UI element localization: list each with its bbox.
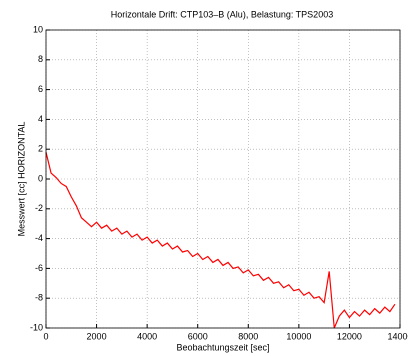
- y-tick-label: -10: [30, 322, 43, 332]
- y-tick-label: 6: [38, 84, 43, 94]
- y-tick-label: 2: [38, 144, 43, 154]
- y-tick-label: 0: [38, 173, 43, 183]
- x-tick-label: 6000: [188, 331, 208, 341]
- y-tick-label: 8: [38, 54, 43, 64]
- y-tick-label: 4: [38, 114, 43, 124]
- chart-title: Horizontale Drift: CTP103–B (Alu), Belas…: [111, 9, 333, 19]
- x-tick-label: 4000: [137, 331, 157, 341]
- x-tick-label: 14000: [387, 331, 408, 341]
- axes-box: [45, 29, 401, 329]
- x-tick-label: 8000: [238, 331, 258, 341]
- x-tick-label: 12000: [337, 331, 362, 341]
- y-tick-label: -4: [35, 233, 43, 243]
- x-tick-label: 2000: [87, 331, 107, 341]
- y-tick-label: 10: [33, 24, 43, 34]
- y-tick-label: -6: [35, 263, 43, 273]
- x-tick-label: 10000: [286, 331, 311, 341]
- data-line: [45, 152, 396, 329]
- y-tick-label: -8: [35, 293, 43, 303]
- y-axis-label: Messwert [cc] HORIZONTAL: [16, 122, 26, 237]
- x-axis-label: Beobachtungszeit [sec]: [176, 342, 269, 352]
- x-tick-label: 0: [43, 331, 48, 341]
- y-tick-label: -2: [35, 203, 43, 213]
